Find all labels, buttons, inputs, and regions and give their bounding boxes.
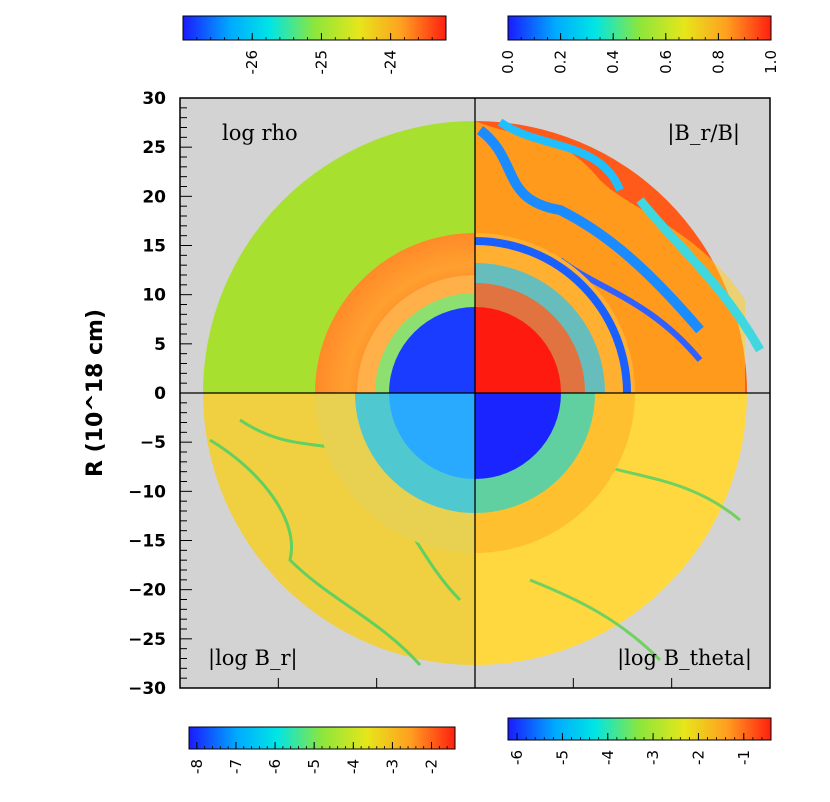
panel-label-log-btheta: |log B_theta| xyxy=(617,646,752,671)
y-tick-label: 0 xyxy=(154,384,166,404)
panel-log-btheta xyxy=(475,393,747,665)
y-tick-label: 20 xyxy=(142,187,166,207)
y-tick-label: 15 xyxy=(142,237,166,257)
y-tick-label: 10 xyxy=(142,286,166,306)
colorbar-tick-label: -25 xyxy=(312,50,330,75)
colorbar-gradient xyxy=(188,726,456,750)
panel-br-over-b xyxy=(475,118,764,393)
y-axis-label: R (10^18 cm) xyxy=(83,309,108,477)
colorbar-tick-label: -2 xyxy=(689,750,707,765)
colorbar-top-right: 0.0 0.2 0.4 0.6 0.8 1.0 xyxy=(499,15,780,74)
y-tick-label: 5 xyxy=(154,335,166,355)
y-tick-label: −5 xyxy=(140,433,166,453)
y-tick-label: 25 xyxy=(142,138,166,158)
colorbar-tick-label: -7 xyxy=(227,759,245,774)
colorbar-gradient xyxy=(507,15,772,41)
colorbar-tick-label: -2 xyxy=(423,759,441,774)
colorbar-tick-label: -3 xyxy=(383,759,401,774)
colorbar-tick-label: -6 xyxy=(508,750,526,765)
colorbar-tick-label: 0.8 xyxy=(709,50,727,74)
y-axis: 30 25 20 15 10 5 0 −5 −10 −15 −20 −25 −30 xyxy=(128,89,192,699)
colorbar-bottom-left: -8 -7 -6 -5 -4 -3 -2 xyxy=(188,726,456,774)
colorbar-tick-label: 0.2 xyxy=(552,50,570,74)
colorbar-top-left: -26 -25 -24 xyxy=(182,15,447,75)
panel-log-br xyxy=(203,393,475,666)
colorbar-tick-label: 0.6 xyxy=(657,50,675,74)
colorbar-tick-label: -4 xyxy=(599,750,617,765)
panel-label-log-br: |log B_r| xyxy=(208,646,298,671)
y-tick-label: −10 xyxy=(128,482,166,502)
colorbar-tick-label: -3 xyxy=(644,750,662,765)
colorbar-tick-label: -4 xyxy=(344,759,362,774)
colorbar-bottom-right: -6 -5 -4 -3 -2 -1 xyxy=(507,717,772,765)
colorbar-tick-label: -26 xyxy=(243,50,261,75)
panel-label-br-over-b: |B_r/B| xyxy=(667,121,740,146)
colorbar-tick-label: -1 xyxy=(735,750,753,765)
colorbar-tick-label: -5 xyxy=(553,750,571,765)
y-tick-label: −30 xyxy=(128,679,166,699)
plot-area: log rho |B_r/B| |log B_r| |log B_theta| xyxy=(179,97,771,689)
colorbar-tick-label: 0.4 xyxy=(604,50,622,74)
colorbar-tick-label: -8 xyxy=(188,759,206,774)
colorbar-tick-label: 1.0 xyxy=(762,50,780,74)
y-tick-label: −15 xyxy=(128,532,166,552)
colorbar-tick-label: -5 xyxy=(305,759,323,774)
colorbar-tick-label: -24 xyxy=(382,50,400,75)
y-tick-label: −20 xyxy=(128,581,166,601)
colorbar-gradient xyxy=(507,717,772,741)
panel-label-log-rho: log rho xyxy=(222,121,298,145)
panel-log-rho xyxy=(203,121,475,393)
colorbar-tick-label: 0.0 xyxy=(499,50,517,74)
colorbars: -26 -25 -24 0.0 0.2 0.4 0.6 0.8 1.0-8 -7 -6 -5 -4 -3-… xyxy=(182,15,780,774)
colorbar-gradient xyxy=(182,15,447,41)
y-tick-label: −25 xyxy=(128,630,166,650)
colorbar-tick-label: -6 xyxy=(266,759,284,774)
y-tick-label: 30 xyxy=(142,89,166,109)
x-axis xyxy=(277,678,673,688)
